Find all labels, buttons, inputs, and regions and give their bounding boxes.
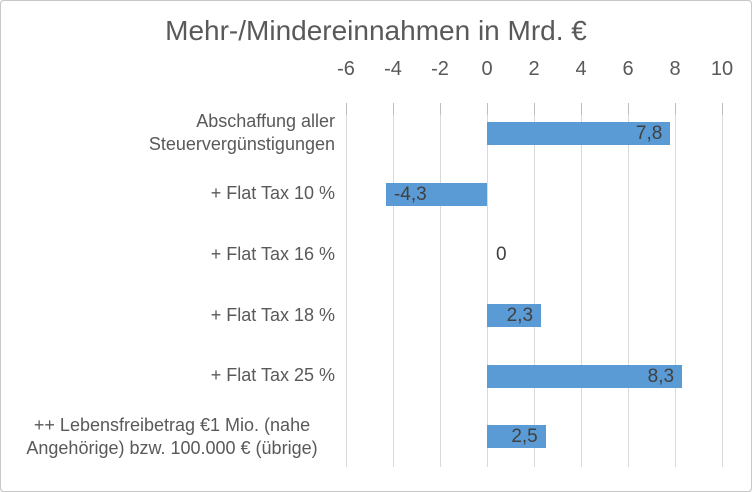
- data-label: 8,3: [647, 365, 675, 387]
- category-label: + Flat Tax 16 %: [9, 224, 335, 285]
- axis-tick-mark: [392, 103, 394, 115]
- bar[interactable]: [385, 182, 487, 206]
- gridline: [627, 103, 629, 467]
- data-label: -4,3: [393, 183, 427, 205]
- x-axis-tick-label: 8: [669, 58, 681, 80]
- category-label-text: ++ Lebensfreibetrag €1 Mio. (nahe Angehö…: [26, 414, 318, 458]
- x-axis-tick-label: 10: [710, 58, 734, 80]
- chart-title: Mehr-/Mindereinnahmen in Mrd. €: [165, 15, 587, 46]
- category-label: ++ Lebensfreibetrag €1 Mio. (nahe Angehö…: [9, 406, 335, 467]
- gridline: [533, 103, 535, 467]
- axis-tick-mark: [439, 103, 441, 115]
- bar[interactable]: [487, 121, 671, 145]
- data-label: 0: [496, 244, 507, 266]
- x-axis-tick-label: 6: [622, 58, 634, 80]
- category-label-text: + Flat Tax 25 %: [210, 365, 335, 386]
- bar[interactable]: [487, 364, 683, 388]
- category-label: + Flat Tax 18 %: [9, 285, 335, 346]
- x-axis-tick-label: -4: [384, 58, 402, 80]
- x-axis-tick-label: -6: [337, 58, 355, 80]
- bar[interactable]: [487, 425, 546, 449]
- gridline: [345, 103, 347, 467]
- x-axis-tick-label: -2: [431, 58, 449, 80]
- data-label: 7,8: [635, 122, 663, 144]
- gridline: [486, 103, 488, 467]
- axis-tick-mark: [345, 103, 347, 115]
- axis-tick-mark: [674, 103, 676, 115]
- x-axis-tick-label: 0: [481, 58, 493, 80]
- gridline: [439, 103, 441, 467]
- axis-tick-mark: [486, 103, 488, 115]
- gridline: [392, 103, 394, 467]
- category-label-text: + Flat Tax 10 %: [210, 183, 335, 204]
- x-axis-tick-label: 2: [528, 58, 540, 80]
- axis-tick-mark: [533, 103, 535, 115]
- gridline: [674, 103, 676, 467]
- category-label: + Flat Tax 10 %: [9, 164, 335, 225]
- category-label-text: + Flat Tax 16 %: [210, 244, 335, 265]
- axis-tick-mark: [580, 103, 582, 115]
- bar[interactable]: [487, 303, 542, 327]
- category-label: + Flat Tax 25 %: [9, 346, 335, 407]
- gridline: [580, 103, 582, 467]
- data-label: 2,3: [506, 304, 534, 326]
- category-label-text: + Flat Tax 18 %: [210, 304, 335, 325]
- category-label: Abschaffung aller Steuervergünstigungen: [9, 103, 335, 164]
- x-axis-tick-label: 4: [575, 58, 587, 80]
- axis-tick-mark: [721, 103, 723, 115]
- gridline: [721, 103, 723, 467]
- category-label-text: Abschaffung aller Steuervergünstigungen: [148, 111, 335, 155]
- data-label: 2,5: [511, 426, 538, 448]
- axis-tick-mark: [627, 103, 629, 115]
